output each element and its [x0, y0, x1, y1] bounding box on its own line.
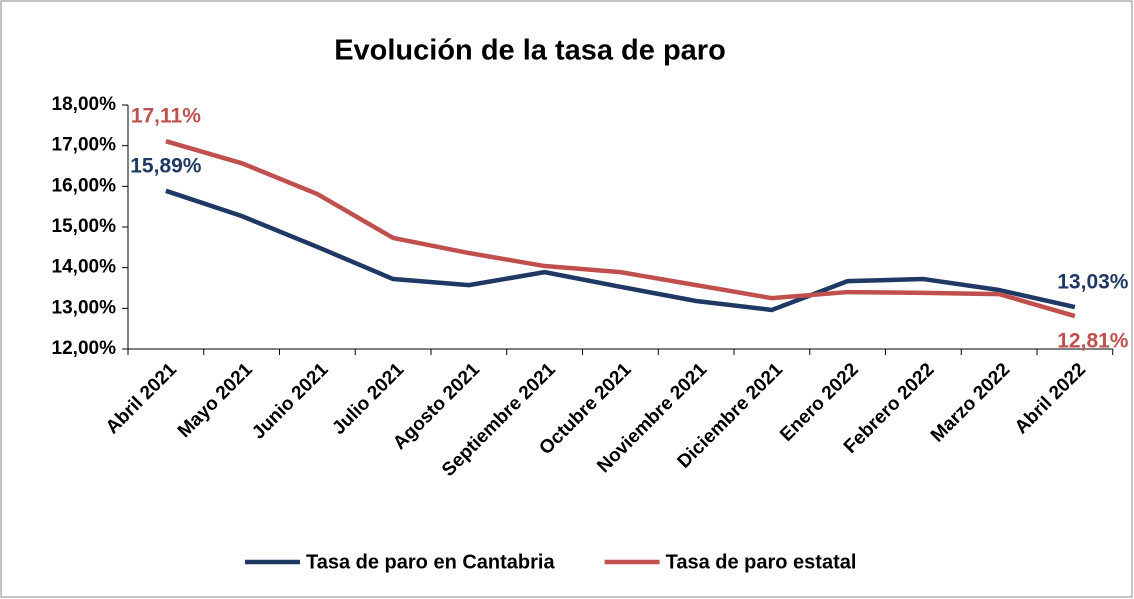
y-tick-label: 12,00% [52, 338, 117, 359]
series-line [165, 188, 1076, 313]
legend-label: Tasa de paro en Cantabria [306, 551, 555, 573]
y-tick-label: 18,00% [52, 94, 117, 115]
y-tick-label: 15,00% [52, 216, 117, 237]
chart-title: Evolución de la tasa de paro [334, 35, 726, 67]
data-label: 17,11% [131, 105, 201, 128]
y-tick-label: 13,00% [52, 297, 117, 318]
legend-label: Tasa de paro estatal [666, 551, 857, 573]
y-tick-label: 14,00% [52, 257, 117, 278]
y-tick-label: 16,00% [52, 175, 117, 196]
data-label: 12,81% [1057, 330, 1129, 353]
data-label: 13,03% [1057, 271, 1129, 294]
y-tick-label: 17,00% [52, 135, 117, 156]
data-label: 15,89% [130, 154, 202, 177]
series-line [165, 139, 1076, 319]
